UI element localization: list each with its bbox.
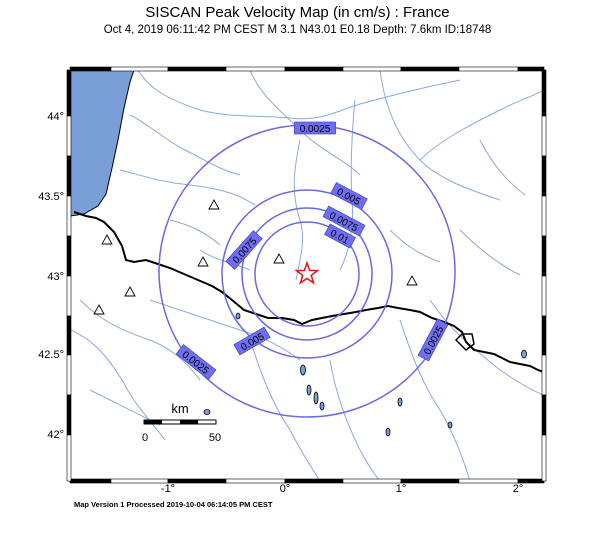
frame-segment [66,394,72,436]
frame-segment [541,434,547,482]
frame-segment [69,66,112,72]
frame-segment [342,66,402,72]
frame-segment [400,478,460,484]
frame-segment [66,115,72,157]
station-triangle-icon [208,199,220,210]
map-subtitle: Oct 4, 2019 06:11:42 PM CEST M 3.1 N43.0… [103,24,492,36]
frame-segment [110,478,169,484]
frame-segment [66,315,72,356]
map-footer: Map Version 1 Processed 2019-10-04 06:14… [74,500,273,509]
stations [93,199,418,315]
frame-segment [110,66,169,72]
frame-segment [541,155,547,197]
station-triangle-icon [273,253,285,264]
frame-segment [66,195,72,237]
frame-segment [458,478,519,484]
epicenter-star-icon [294,260,320,285]
lat-label: 44° [47,111,64,123]
frame-segment [517,66,545,72]
lat-label: 43° [47,271,64,283]
contour-ring [241,207,373,341]
frame-segment [541,354,547,396]
lon-label: -1° [161,483,175,495]
frame-segment [541,195,547,237]
station-triangle-icon [93,304,105,315]
lat-label: 42.5° [38,349,64,361]
scale-bar: km 0 50 [142,401,221,444]
contour-label: 0.0025 [294,121,336,135]
latitude-labels: 44° 43.5° 43° 42.5° 42° [38,111,64,441]
frame-segment [225,66,286,72]
station-triangle-icon [101,234,113,245]
lon-label: 0° [280,483,291,495]
station-triangle-icon [124,286,136,297]
scale-unit: km [171,401,188,416]
contour-lines [158,124,456,418]
lon-label: 2° [513,483,524,495]
contour-ring [254,221,360,327]
scale-start: 0 [142,432,148,444]
map-title: SISCAN Peak Velocity Map (in cm/s) : Fra… [145,4,450,21]
frame-segment [66,434,72,482]
longitude-labels: -1° 0° 1° 2° [161,483,523,495]
lakes [203,312,527,437]
frame-segment [66,275,72,317]
scale-end: 50 [209,432,221,444]
lat-label: 43.5° [38,191,64,203]
enclave [454,333,475,351]
frame-segment [225,478,286,484]
svg-text:0.0025: 0.0025 [300,124,331,135]
frame-segment [541,315,547,356]
frame-segment [342,478,402,484]
frame-segment [541,115,547,157]
lon-label: 1° [396,483,407,495]
frame-segment [541,394,547,436]
frame-segment [541,275,547,317]
national-border [73,211,544,373]
frame-segment [66,354,72,396]
station-triangle-icon [406,275,418,286]
frame-segment [66,235,72,277]
contour-ring [221,189,393,359]
frame-segment [400,66,460,72]
frame-segment [167,66,227,72]
station-triangle-icon [197,256,209,267]
frame-segment [541,69,547,117]
frame-segment [66,155,72,197]
frame-segment [284,478,344,484]
frame-ticks [66,66,547,484]
frame-segment [284,66,344,72]
frame-segment [167,478,227,484]
frame-segment [69,478,112,484]
lat-label: 42° [47,429,64,441]
frame-segment [541,235,547,277]
frame-segment [458,66,519,72]
frame-segment [66,69,72,117]
